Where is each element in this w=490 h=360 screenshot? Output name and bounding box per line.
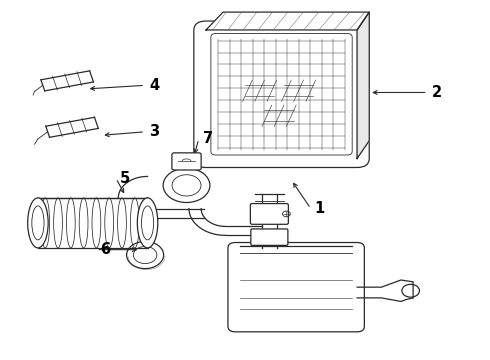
Text: 3: 3 bbox=[149, 124, 159, 139]
FancyBboxPatch shape bbox=[194, 21, 369, 167]
FancyBboxPatch shape bbox=[250, 203, 288, 224]
FancyBboxPatch shape bbox=[251, 229, 288, 246]
Text: 5: 5 bbox=[120, 171, 130, 186]
Text: 1: 1 bbox=[315, 201, 325, 216]
FancyBboxPatch shape bbox=[172, 153, 201, 170]
Text: 2: 2 bbox=[432, 85, 441, 100]
Polygon shape bbox=[206, 12, 369, 30]
Text: 4: 4 bbox=[149, 78, 159, 93]
Text: 6: 6 bbox=[100, 242, 110, 257]
Ellipse shape bbox=[142, 206, 154, 240]
FancyBboxPatch shape bbox=[228, 243, 365, 332]
Text: 7: 7 bbox=[202, 131, 213, 147]
Ellipse shape bbox=[32, 206, 44, 240]
Polygon shape bbox=[357, 12, 369, 158]
Ellipse shape bbox=[28, 198, 48, 248]
Ellipse shape bbox=[137, 198, 158, 248]
